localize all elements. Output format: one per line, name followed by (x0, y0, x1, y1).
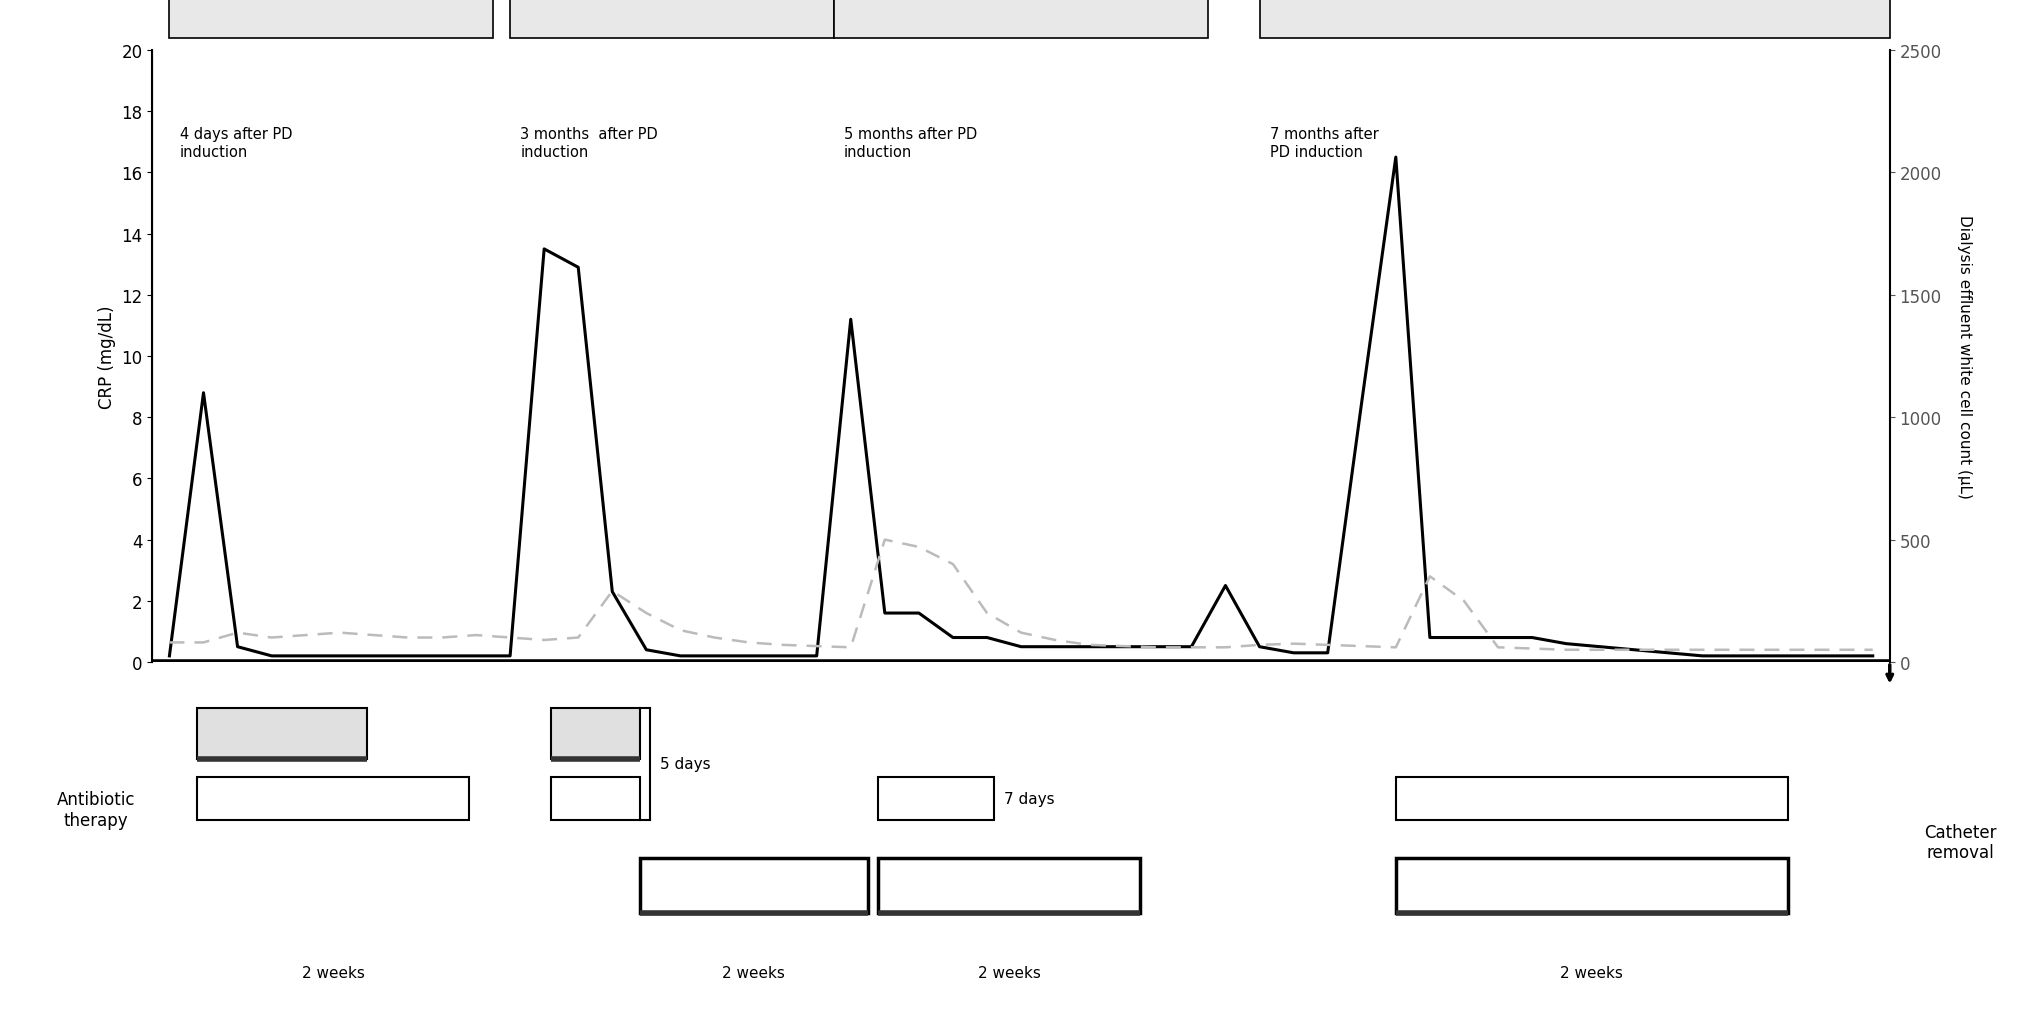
FancyBboxPatch shape (169, 0, 494, 39)
Y-axis label: Dialysis effluent white cell count (μL): Dialysis effluent white cell count (μL) (1957, 215, 1973, 498)
Text: CEZ: CEZ (579, 726, 610, 741)
Text: 2 weeks: 2 weeks (301, 965, 364, 980)
Text: 2 weeks: 2 weeks (977, 965, 1040, 980)
Y-axis label: CRP (mg/dL): CRP (mg/dL) (98, 305, 116, 409)
Bar (197, 708, 368, 759)
Text: CTZ: CTZ (1577, 791, 1607, 806)
Text: 7 days: 7 days (1004, 791, 1055, 806)
Text: VCM: VCM (1573, 878, 1611, 893)
Text: 2 weeks: 2 weeks (1561, 965, 1624, 980)
Text: 7 months after
PD induction: 7 months after PD induction (1270, 127, 1378, 160)
FancyBboxPatch shape (833, 0, 1209, 39)
Text: 2 weeks: 2 weeks (721, 965, 784, 980)
Text: Antibiotic
therapy: Antibiotic therapy (57, 790, 136, 828)
Bar (878, 858, 1140, 913)
Bar (878, 776, 994, 820)
Text: CTZ: CTZ (317, 791, 347, 806)
Text: Catheter
removal: Catheter removal (1924, 822, 1995, 861)
Text: 4 days after PD
induction: 4 days after PD induction (179, 127, 293, 160)
Text: 3 months  after PD
induction: 3 months after PD induction (520, 127, 658, 160)
Text: CTZ: CTZ (579, 791, 610, 806)
Bar (1396, 776, 1788, 820)
Bar (551, 776, 640, 820)
Bar (1396, 858, 1788, 913)
Text: CTZ: CTZ (920, 791, 951, 806)
Bar (197, 776, 469, 820)
Bar (640, 858, 868, 913)
Text: VCM: VCM (990, 878, 1028, 893)
FancyBboxPatch shape (1260, 0, 1890, 39)
Text: 5 days: 5 days (660, 757, 711, 771)
Bar (551, 708, 640, 759)
Text: 5 months after PD
induction: 5 months after PD induction (843, 127, 977, 160)
FancyBboxPatch shape (510, 0, 833, 39)
Text: CEZ: CEZ (266, 726, 297, 741)
Text: VCM: VCM (736, 878, 772, 893)
